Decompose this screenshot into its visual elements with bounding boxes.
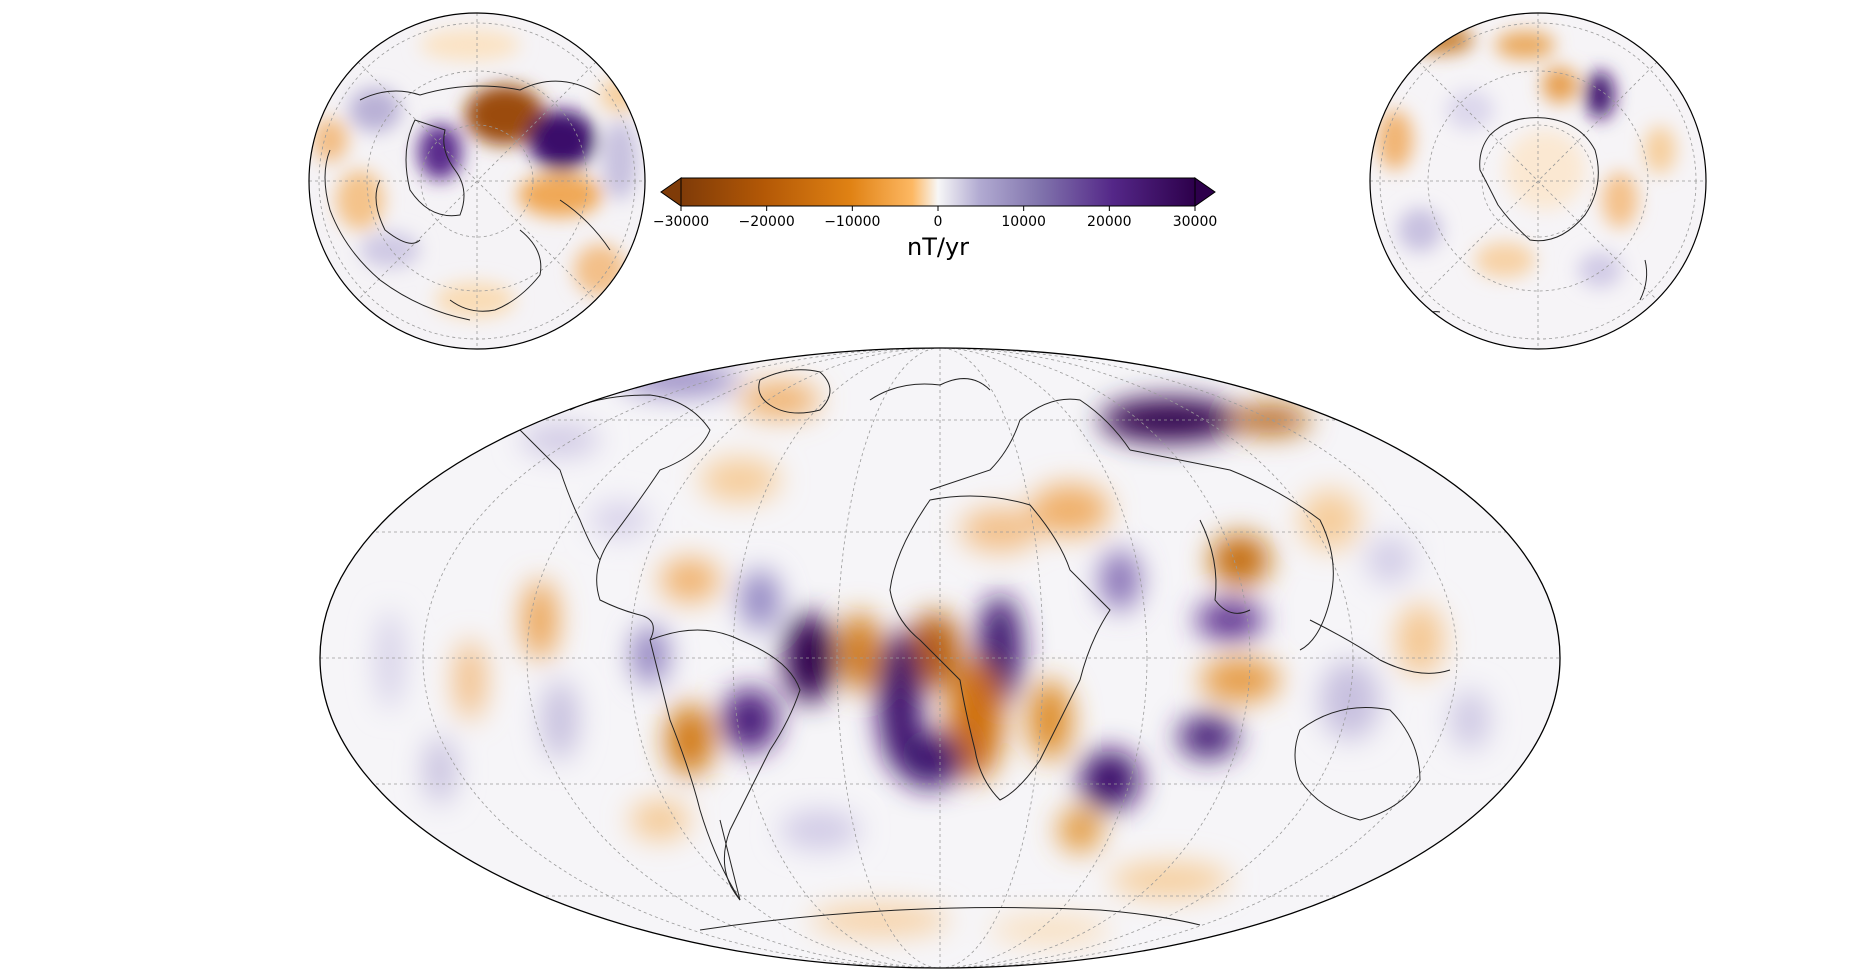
north-polar-field (309, 13, 645, 349)
colorbar-tick-label: −10000 (824, 214, 880, 230)
south-polar-field (1370, 13, 1706, 349)
colorbar-tick-label: −20000 (739, 214, 795, 230)
global-field (320, 348, 1560, 968)
colorbar-gradient (680, 177, 1196, 207)
colorbar-tick-label: 20000 (1087, 214, 1132, 230)
south-polar-frame (1369, 12, 1707, 350)
colorbar-tick-label: −30000 (653, 214, 709, 230)
colorbar-tick-label: 30000 (1173, 214, 1218, 230)
colorbar-tick-label: 0 (934, 214, 943, 230)
global-map-frame (319, 347, 1561, 969)
colorbar-tick-label: 10000 (1001, 214, 1046, 230)
colorbar-unit-label: nT/yr (907, 233, 969, 261)
colorbar-extend-max (1194, 177, 1216, 207)
north-polar-frame (308, 12, 646, 350)
colorbar-extend-min (660, 177, 682, 207)
